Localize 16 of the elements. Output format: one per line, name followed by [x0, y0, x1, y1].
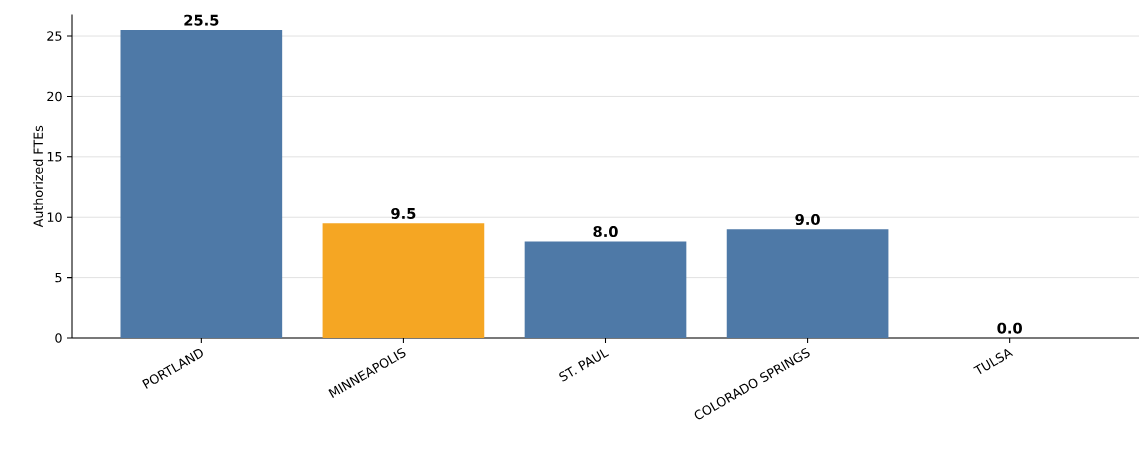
- data-label: 9.5: [391, 207, 416, 219]
- y-axis-title: Authorized FTEs: [33, 125, 44, 228]
- bar: [524, 241, 687, 338]
- y-tick-label: 20: [47, 91, 62, 102]
- bar: [322, 223, 485, 338]
- y-tick-label: 15: [47, 152, 62, 162]
- y-tick-label: 10: [47, 212, 62, 223]
- data-label: 9.0: [795, 213, 820, 226]
- y-tick-label: 0: [55, 333, 62, 343]
- y-tick-label: 5: [55, 272, 62, 283]
- data-label: 0.0: [997, 322, 1022, 334]
- bar: [120, 30, 283, 338]
- data-label: 25.5: [184, 14, 219, 26]
- data-label: 8.0: [593, 226, 618, 238]
- y-tick-label: 25: [47, 31, 62, 41]
- bar: [726, 229, 889, 338]
